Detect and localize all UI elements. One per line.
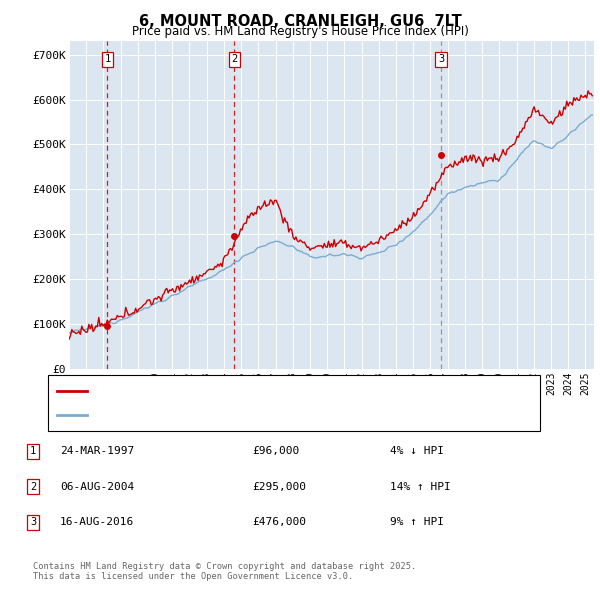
Text: 9% ↑ HPI: 9% ↑ HPI — [390, 517, 444, 527]
Text: HPI: Average price, semi-detached house, Waverley: HPI: Average price, semi-detached house,… — [93, 410, 399, 419]
Text: 3: 3 — [438, 54, 444, 64]
Text: 2: 2 — [231, 54, 238, 64]
Text: 16-AUG-2016: 16-AUG-2016 — [60, 517, 134, 527]
Text: 2: 2 — [30, 482, 36, 491]
Text: 6, MOUNT ROAD, CRANLEIGH, GU6 7LT (semi-detached house): 6, MOUNT ROAD, CRANLEIGH, GU6 7LT (semi-… — [93, 386, 437, 395]
Text: Price paid vs. HM Land Registry's House Price Index (HPI): Price paid vs. HM Land Registry's House … — [131, 25, 469, 38]
Text: £476,000: £476,000 — [252, 517, 306, 527]
Text: 06-AUG-2004: 06-AUG-2004 — [60, 482, 134, 491]
Text: 1: 1 — [104, 54, 110, 64]
Text: 3: 3 — [30, 517, 36, 527]
Text: 1: 1 — [30, 447, 36, 456]
Text: 14% ↑ HPI: 14% ↑ HPI — [390, 482, 451, 491]
Text: £96,000: £96,000 — [252, 447, 299, 456]
Text: 4% ↓ HPI: 4% ↓ HPI — [390, 447, 444, 456]
Text: 6, MOUNT ROAD, CRANLEIGH, GU6  7LT: 6, MOUNT ROAD, CRANLEIGH, GU6 7LT — [139, 14, 461, 28]
Text: Contains HM Land Registry data © Crown copyright and database right 2025.
This d: Contains HM Land Registry data © Crown c… — [33, 562, 416, 581]
Text: £295,000: £295,000 — [252, 482, 306, 491]
Text: 24-MAR-1997: 24-MAR-1997 — [60, 447, 134, 456]
